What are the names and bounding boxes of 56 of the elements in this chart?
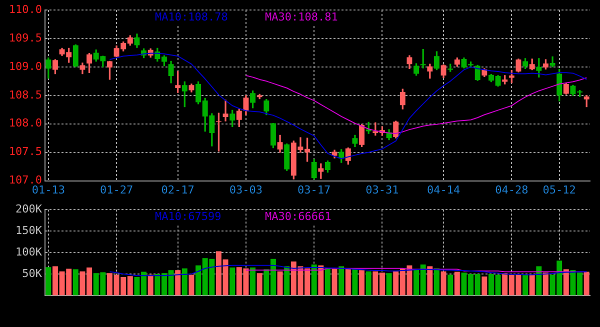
x-tick-label: 04-28 — [495, 183, 528, 196]
x-tick-label: 03-17 — [298, 183, 331, 196]
bar — [386, 273, 392, 296]
bar — [434, 268, 440, 296]
y-tick-label: 200K — [16, 202, 42, 216]
y-tick-label: 107.5 — [8, 145, 42, 158]
bar — [440, 271, 446, 296]
bar — [188, 274, 194, 296]
bar — [338, 266, 344, 296]
text: MA30:108.81 — [265, 10, 338, 24]
candlestick — [216, 112, 222, 152]
y-tick-label: 109.0 — [8, 60, 42, 73]
bar — [175, 270, 181, 296]
bar — [454, 272, 460, 296]
bar — [366, 271, 372, 296]
text: MA10:108.78 — [155, 10, 228, 24]
y-tick-label: 50K — [22, 266, 42, 280]
y-tick-label: 150K — [16, 224, 42, 237]
bar — [359, 270, 365, 296]
x-tick-label: 04-14 — [426, 183, 460, 196]
text: MA10:67599 — [155, 210, 222, 223]
x-tick-label: 03-03 — [229, 183, 263, 196]
bar — [318, 265, 324, 296]
bar — [72, 269, 78, 296]
y-tick-label: 108.0 — [8, 116, 42, 130]
x-tick-label: 03-31 — [366, 183, 399, 196]
bar — [563, 269, 569, 296]
bar — [332, 268, 338, 296]
bar — [542, 272, 548, 296]
y-tick-label: 100K — [16, 245, 42, 258]
bar — [529, 274, 535, 296]
bar — [284, 266, 290, 296]
text: MA30:66661 — [265, 210, 332, 223]
bar — [256, 273, 262, 296]
bar — [345, 268, 351, 296]
x-tick-label: 01-27 — [100, 183, 134, 196]
bar — [148, 274, 154, 296]
x-tick-label: 05-12 — [542, 183, 576, 196]
y-tick-label: 110.0 — [8, 2, 42, 16]
bar — [324, 268, 330, 296]
candlestick — [222, 100, 228, 122]
y-tick-label: 109.5 — [8, 31, 42, 44]
bar — [277, 271, 283, 296]
bar — [522, 274, 528, 296]
bar — [46, 267, 52, 296]
bar — [482, 276, 488, 296]
bar — [427, 266, 433, 296]
bar — [448, 274, 454, 296]
x-tick-label: 02-17 — [161, 183, 194, 196]
bar — [250, 268, 256, 296]
bar — [230, 268, 236, 296]
bar — [584, 272, 590, 296]
bar — [536, 266, 542, 296]
bar — [182, 268, 188, 296]
bar — [352, 268, 358, 296]
y-tick-label: 108.5 — [8, 88, 42, 102]
